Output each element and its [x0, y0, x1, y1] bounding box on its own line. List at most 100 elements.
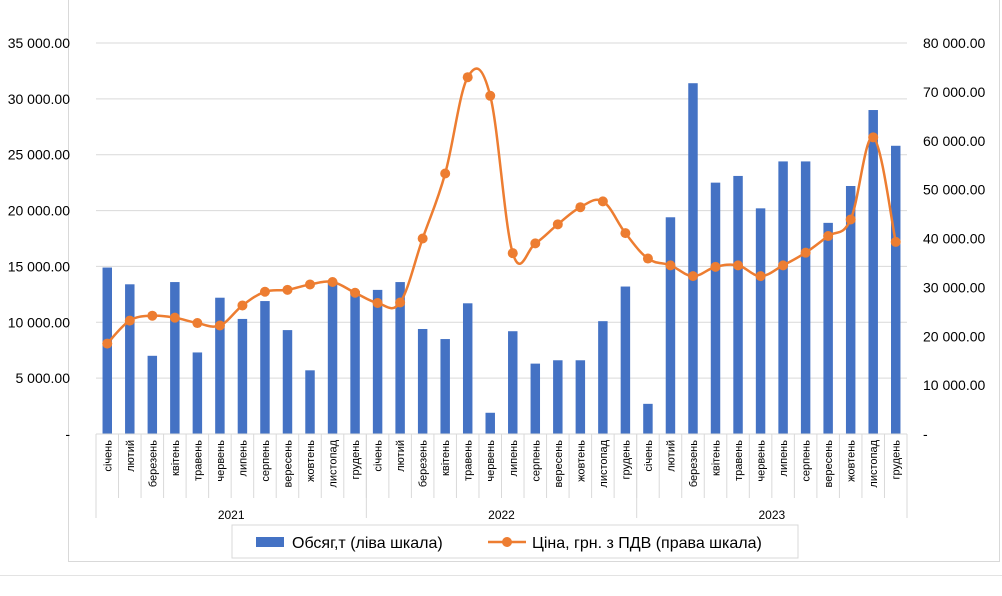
volume-bar	[485, 412, 495, 434]
month-label: березень	[147, 440, 159, 487]
volume-bar	[125, 284, 135, 434]
volume-bar	[575, 360, 586, 434]
volume-bar	[643, 403, 653, 434]
price-point	[530, 238, 541, 249]
volume-bar	[755, 208, 766, 434]
left-tick-label: 5 000.00	[16, 370, 71, 386]
price-point	[147, 310, 158, 321]
price-point	[305, 279, 316, 290]
price-point	[733, 260, 744, 271]
price-point	[192, 318, 203, 329]
volume-bar	[800, 161, 811, 434]
right-tick-label: -	[923, 426, 928, 442]
price-point	[642, 253, 653, 264]
left-tick-label: 20 000.00	[8, 203, 70, 219]
volume-bar	[440, 339, 450, 434]
price-point	[845, 214, 856, 225]
price-point	[440, 168, 451, 179]
year-label: 2023	[758, 508, 785, 522]
price-point	[507, 248, 518, 259]
price-point	[778, 260, 789, 271]
month-label: жовтень	[575, 440, 587, 482]
price-point	[665, 260, 676, 271]
month-label: травень	[463, 440, 475, 481]
price-point	[282, 284, 293, 295]
volume-bar	[620, 286, 631, 434]
volume-bar	[192, 352, 203, 434]
price-point	[462, 72, 473, 83]
price-point	[395, 297, 406, 308]
right-tick-label: 40 000.00	[923, 231, 985, 247]
volume-bar	[260, 301, 270, 434]
volume-bar	[462, 303, 473, 434]
right-tick-label: 80 000.00	[923, 35, 985, 51]
volume-bar	[778, 161, 788, 434]
month-label: січень	[643, 440, 655, 472]
volume-bar	[282, 330, 293, 434]
price-point	[710, 261, 721, 272]
volume-bars	[102, 83, 901, 435]
volume-bar	[372, 289, 383, 434]
price-point	[237, 300, 248, 311]
month-label: лютий	[125, 440, 137, 472]
volume-bar	[845, 185, 856, 434]
price-point	[417, 233, 428, 244]
month-label: жовтень	[305, 440, 317, 482]
left-tick-label: 25 000.00	[8, 147, 70, 163]
right-tick-label: 60 000.00	[923, 133, 985, 149]
right-tick-label: 70 000.00	[923, 84, 985, 100]
left-tick-label: 15 000.00	[8, 258, 70, 274]
price-point	[214, 320, 225, 331]
month-label: липень	[508, 440, 520, 477]
month-label: серпень	[801, 440, 813, 482]
year-label: 2022	[488, 508, 515, 522]
month-label: вересень	[823, 440, 835, 488]
volume-bar	[823, 222, 833, 434]
month-label: березень	[418, 440, 430, 487]
price-point	[823, 231, 834, 242]
left-tick-label: 10 000.00	[8, 314, 70, 330]
month-label: травень	[192, 440, 204, 481]
month-label: грудень	[350, 440, 362, 480]
month-label: квітень	[440, 440, 452, 476]
price-point	[124, 315, 135, 326]
month-label: жовтень	[846, 440, 858, 482]
price-point	[485, 90, 496, 101]
price-point	[552, 219, 563, 230]
month-label: серпень	[530, 440, 542, 482]
month-label: березень	[688, 440, 700, 487]
volume-bar	[417, 328, 428, 434]
month-label: вересень	[553, 440, 565, 488]
month-label: січень	[373, 440, 385, 472]
month-label: липень	[778, 440, 790, 477]
price-point	[372, 298, 383, 309]
price-point	[868, 132, 879, 143]
right-tick-label: 10 000.00	[923, 377, 985, 393]
volume-bar	[891, 145, 901, 434]
volume-bar	[395, 282, 405, 434]
legend: Обсяг,т (ліва шкала) Ціна, грн. з ПДВ (п…	[231, 524, 799, 559]
left-tick-label: -	[65, 426, 70, 442]
right-tick-label: 30 000.00	[923, 279, 985, 295]
price-point	[575, 202, 586, 213]
volume-bar	[710, 182, 721, 434]
volume-bar	[665, 217, 676, 434]
right-tick-label: 50 000.00	[923, 182, 985, 198]
volume-bar	[688, 83, 698, 435]
price-line-path	[106, 67, 897, 345]
month-label: листопад	[598, 439, 610, 487]
legend-bar-swatch	[256, 537, 284, 547]
year-label: 2021	[218, 508, 245, 522]
month-label: липень	[237, 440, 249, 477]
month-label: травень	[733, 440, 745, 481]
price-point	[755, 271, 766, 282]
month-label: квітень	[711, 440, 723, 476]
month-label: січень	[102, 440, 114, 472]
price-point	[102, 338, 113, 349]
volume-bar	[147, 355, 158, 434]
month-label: червень	[485, 440, 497, 482]
month-label: квітень	[170, 440, 182, 476]
price-point	[169, 312, 180, 323]
gridlines	[96, 42, 907, 379]
